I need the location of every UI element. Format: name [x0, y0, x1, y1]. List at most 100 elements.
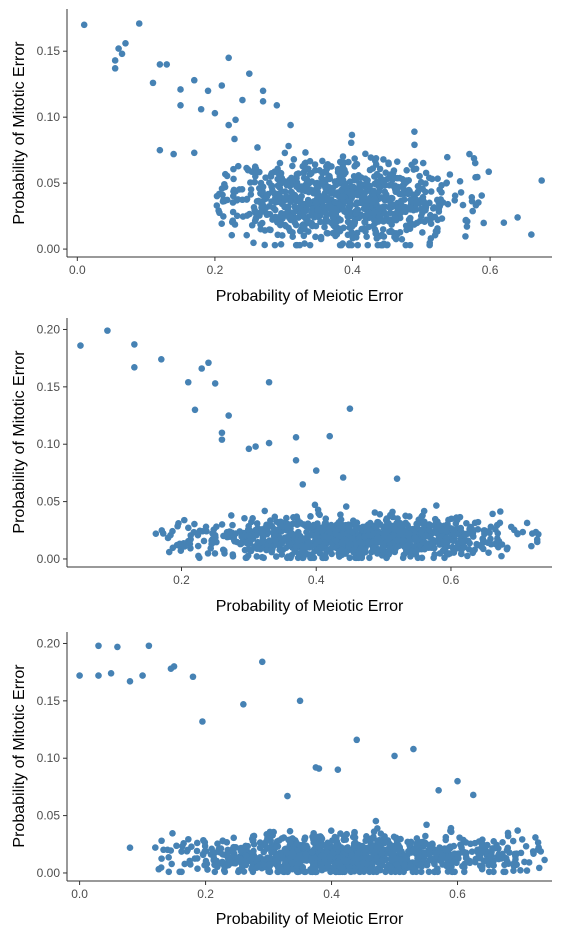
data-point	[352, 525, 360, 532]
data-point	[363, 522, 371, 530]
data-point	[180, 840, 187, 847]
data-point	[284, 792, 291, 800]
data-point	[230, 188, 237, 195]
y-tick-label: 0.10	[37, 751, 61, 765]
data-point	[122, 40, 129, 47]
data-point	[328, 163, 335, 170]
data-point	[411, 128, 418, 135]
data-point	[194, 865, 201, 873]
data-point	[427, 843, 435, 851]
data-point	[215, 845, 223, 853]
data-point	[318, 525, 326, 533]
data-point	[414, 855, 421, 862]
data-point	[240, 868, 248, 875]
data-point	[371, 848, 379, 856]
data-point	[330, 863, 337, 871]
data-point	[363, 233, 370, 240]
data-point	[334, 766, 342, 773]
data-point	[258, 658, 266, 666]
panel-3-y-ticks: 0.00 0.05 0.10 0.15 0.20	[37, 636, 67, 880]
data-point	[366, 554, 373, 562]
data-point	[495, 855, 503, 863]
data-point	[187, 544, 194, 552]
data-point	[518, 836, 526, 843]
data-point	[504, 829, 512, 837]
data-point	[281, 149, 289, 157]
data-point	[158, 356, 165, 363]
data-point	[349, 535, 356, 543]
data-point	[254, 855, 262, 862]
data-point	[250, 239, 257, 247]
data-point	[391, 525, 399, 533]
data-point	[414, 189, 421, 197]
data-point	[259, 856, 267, 863]
data-point	[158, 837, 165, 845]
data-point	[412, 206, 420, 213]
data-point	[265, 202, 273, 210]
data-point	[241, 514, 248, 522]
data-point	[434, 518, 441, 525]
data-point	[243, 212, 251, 219]
data-point	[228, 512, 235, 519]
x-tick-label: 0.2	[207, 263, 224, 277]
data-point	[193, 839, 201, 847]
data-point	[385, 217, 393, 225]
data-point	[354, 850, 362, 857]
data-point	[371, 195, 379, 203]
data-point	[329, 214, 337, 221]
data-point	[230, 536, 238, 544]
data-point	[501, 861, 508, 869]
data-point	[221, 183, 229, 191]
data-point	[290, 156, 298, 163]
data-point	[400, 551, 408, 559]
data-point	[387, 227, 395, 235]
data-point	[523, 867, 531, 874]
data-point	[462, 233, 469, 240]
data-point	[436, 550, 444, 557]
data-point	[396, 847, 404, 854]
x-tick-label: 0.2	[197, 887, 214, 901]
data-point	[496, 519, 504, 527]
data-point	[427, 543, 434, 551]
panel-3-points	[76, 642, 548, 876]
data-point	[517, 866, 524, 874]
data-point	[394, 536, 402, 544]
data-point	[494, 529, 502, 537]
data-point	[364, 855, 372, 862]
data-point	[273, 843, 281, 850]
data-point	[499, 850, 506, 858]
data-point	[229, 199, 237, 206]
data-point	[391, 214, 399, 222]
data-point	[181, 860, 188, 868]
data-point	[348, 851, 356, 859]
data-point	[317, 235, 325, 243]
data-point	[272, 856, 280, 864]
data-point	[347, 222, 354, 230]
data-point	[322, 184, 329, 192]
data-point	[332, 181, 339, 189]
scatter-panel-3: 0.0 0.2 0.4 0.6 0.00 0.05 0.10 0.15 0.20 Probab…	[11, 632, 552, 928]
data-point	[270, 189, 278, 197]
data-point	[115, 45, 122, 52]
data-point	[472, 174, 479, 181]
data-point	[468, 848, 476, 856]
data-point	[485, 168, 493, 176]
data-point	[503, 545, 511, 553]
data-point	[417, 868, 425, 876]
data-point	[229, 847, 237, 854]
data-point	[353, 736, 361, 744]
data-point	[374, 837, 381, 844]
data-point	[427, 235, 435, 242]
data-point	[419, 185, 426, 193]
y-tick-label: 0.20	[37, 322, 61, 336]
data-point	[316, 511, 324, 519]
data-point	[420, 539, 428, 546]
data-point	[291, 548, 298, 556]
data-point	[461, 860, 468, 868]
data-point	[299, 209, 307, 217]
x-tick-label: 0.6	[449, 887, 466, 901]
panel-3-x-axis-title: Probability of Meiotic Error	[216, 911, 404, 928]
data-point	[283, 862, 290, 870]
panel-2-y-ticks: 0.00 0.05 0.10 0.15 0.20	[37, 322, 67, 566]
data-point	[376, 205, 384, 212]
